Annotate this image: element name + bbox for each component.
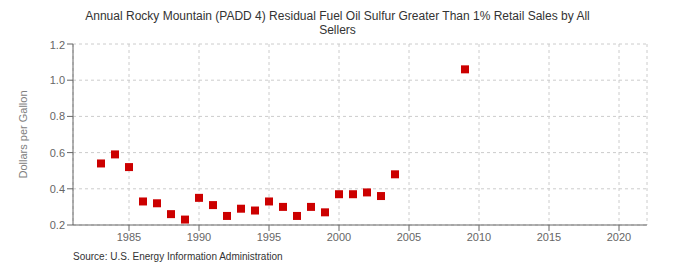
- svg-text:0.8: 0.8: [50, 110, 65, 122]
- svg-text:Dollars per Gallon: Dollars per Gallon: [17, 90, 29, 178]
- svg-text:1990: 1990: [187, 231, 211, 243]
- html-text:Sellers: Sellers: [319, 23, 356, 37]
- svg-text:0.2: 0.2: [50, 219, 65, 231]
- svg-text:1995: 1995: [257, 231, 281, 243]
- svg-text:1985: 1985: [117, 231, 141, 243]
- svg-text:2010: 2010: [467, 231, 491, 243]
- svg-text:2020: 2020: [607, 231, 631, 243]
- svg-text:1.2: 1.2: [50, 39, 65, 51]
- svg-text:2000: 2000: [327, 231, 351, 243]
- svg-text:2015: 2015: [537, 231, 561, 243]
- html-text:Annual Rocky Mountain (PADD 4): Annual Rocky Mountain (PADD 4) Residual …: [85, 9, 590, 23]
- svg-text:1.0: 1.0: [50, 74, 65, 86]
- svg-text:0.6: 0.6: [50, 147, 65, 159]
- svg-text:0.4: 0.4: [50, 183, 65, 195]
- svg-text:2005: 2005: [397, 231, 421, 243]
- html-text:Source: U.S. Energy Informatio: Source: U.S. Energy Information Administ…: [73, 251, 283, 262]
